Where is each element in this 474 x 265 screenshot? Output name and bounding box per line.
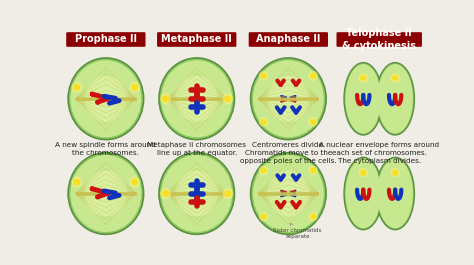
Circle shape [310, 168, 316, 173]
Circle shape [392, 75, 398, 81]
Text: Telophase II
& cytokinesis: Telophase II & cytokinesis [342, 28, 416, 51]
Ellipse shape [344, 63, 383, 135]
Ellipse shape [175, 170, 218, 217]
Ellipse shape [159, 58, 235, 140]
Text: Metaphase II chromosomes
line up at the equator.: Metaphase II chromosomes line up at the … [147, 142, 246, 156]
Ellipse shape [68, 58, 144, 140]
Ellipse shape [129, 82, 140, 93]
Text: Sister chromatids
separate: Sister chromatids separate [273, 223, 322, 239]
Ellipse shape [309, 166, 318, 175]
Ellipse shape [160, 188, 171, 199]
Circle shape [261, 168, 266, 173]
Circle shape [361, 75, 366, 81]
Ellipse shape [377, 64, 413, 134]
Ellipse shape [358, 73, 368, 83]
Ellipse shape [267, 76, 310, 122]
Circle shape [310, 73, 316, 78]
Ellipse shape [358, 168, 368, 178]
Ellipse shape [72, 176, 82, 187]
Ellipse shape [391, 168, 400, 178]
Ellipse shape [68, 153, 144, 234]
Ellipse shape [159, 153, 235, 234]
Ellipse shape [259, 71, 268, 80]
FancyBboxPatch shape [337, 32, 422, 47]
Text: Centromeres divide.
Chromatids move to the
opposite poles of the cells.: Centromeres divide. Chromatids move to t… [240, 142, 337, 164]
Ellipse shape [377, 159, 413, 228]
Ellipse shape [309, 71, 318, 80]
Ellipse shape [251, 153, 326, 234]
Circle shape [132, 179, 138, 185]
Ellipse shape [175, 76, 218, 122]
Circle shape [261, 214, 266, 219]
Circle shape [74, 84, 80, 90]
Ellipse shape [376, 157, 414, 230]
Ellipse shape [160, 93, 171, 104]
Circle shape [310, 119, 316, 125]
Circle shape [361, 170, 366, 175]
Circle shape [392, 170, 398, 175]
Ellipse shape [129, 176, 140, 187]
Circle shape [132, 84, 138, 90]
Ellipse shape [71, 155, 141, 232]
Circle shape [163, 191, 169, 197]
Text: Metaphase II: Metaphase II [161, 34, 232, 45]
Ellipse shape [309, 117, 318, 127]
Circle shape [225, 191, 231, 197]
Text: A nuclear envelope forms around
each set of chromosomes.
The cytoplasm divides.: A nuclear envelope forms around each set… [319, 142, 439, 164]
Circle shape [225, 96, 231, 102]
Ellipse shape [71, 60, 141, 137]
Circle shape [261, 73, 266, 78]
Ellipse shape [85, 76, 127, 122]
Ellipse shape [253, 60, 324, 137]
FancyBboxPatch shape [249, 32, 328, 47]
Ellipse shape [72, 82, 82, 93]
Ellipse shape [222, 188, 233, 199]
Ellipse shape [391, 73, 400, 83]
Ellipse shape [346, 64, 381, 134]
Circle shape [74, 179, 80, 185]
Circle shape [261, 119, 266, 125]
Ellipse shape [253, 155, 324, 232]
Ellipse shape [161, 60, 232, 137]
Ellipse shape [267, 170, 310, 217]
Ellipse shape [309, 212, 318, 221]
Ellipse shape [259, 166, 268, 175]
Ellipse shape [344, 157, 383, 230]
Ellipse shape [222, 93, 233, 104]
Text: A new spindle forms around
the chromosomes.: A new spindle forms around the chromosom… [55, 142, 156, 156]
Circle shape [163, 96, 169, 102]
Ellipse shape [376, 63, 414, 135]
Ellipse shape [346, 159, 381, 228]
FancyBboxPatch shape [66, 32, 146, 47]
Ellipse shape [85, 170, 127, 217]
Circle shape [310, 214, 316, 219]
Text: Prophase II: Prophase II [75, 34, 137, 45]
Ellipse shape [251, 58, 326, 140]
Ellipse shape [259, 212, 268, 221]
Text: Anaphase II: Anaphase II [256, 34, 320, 45]
FancyBboxPatch shape [157, 32, 237, 47]
Ellipse shape [161, 155, 232, 232]
Ellipse shape [259, 117, 268, 127]
